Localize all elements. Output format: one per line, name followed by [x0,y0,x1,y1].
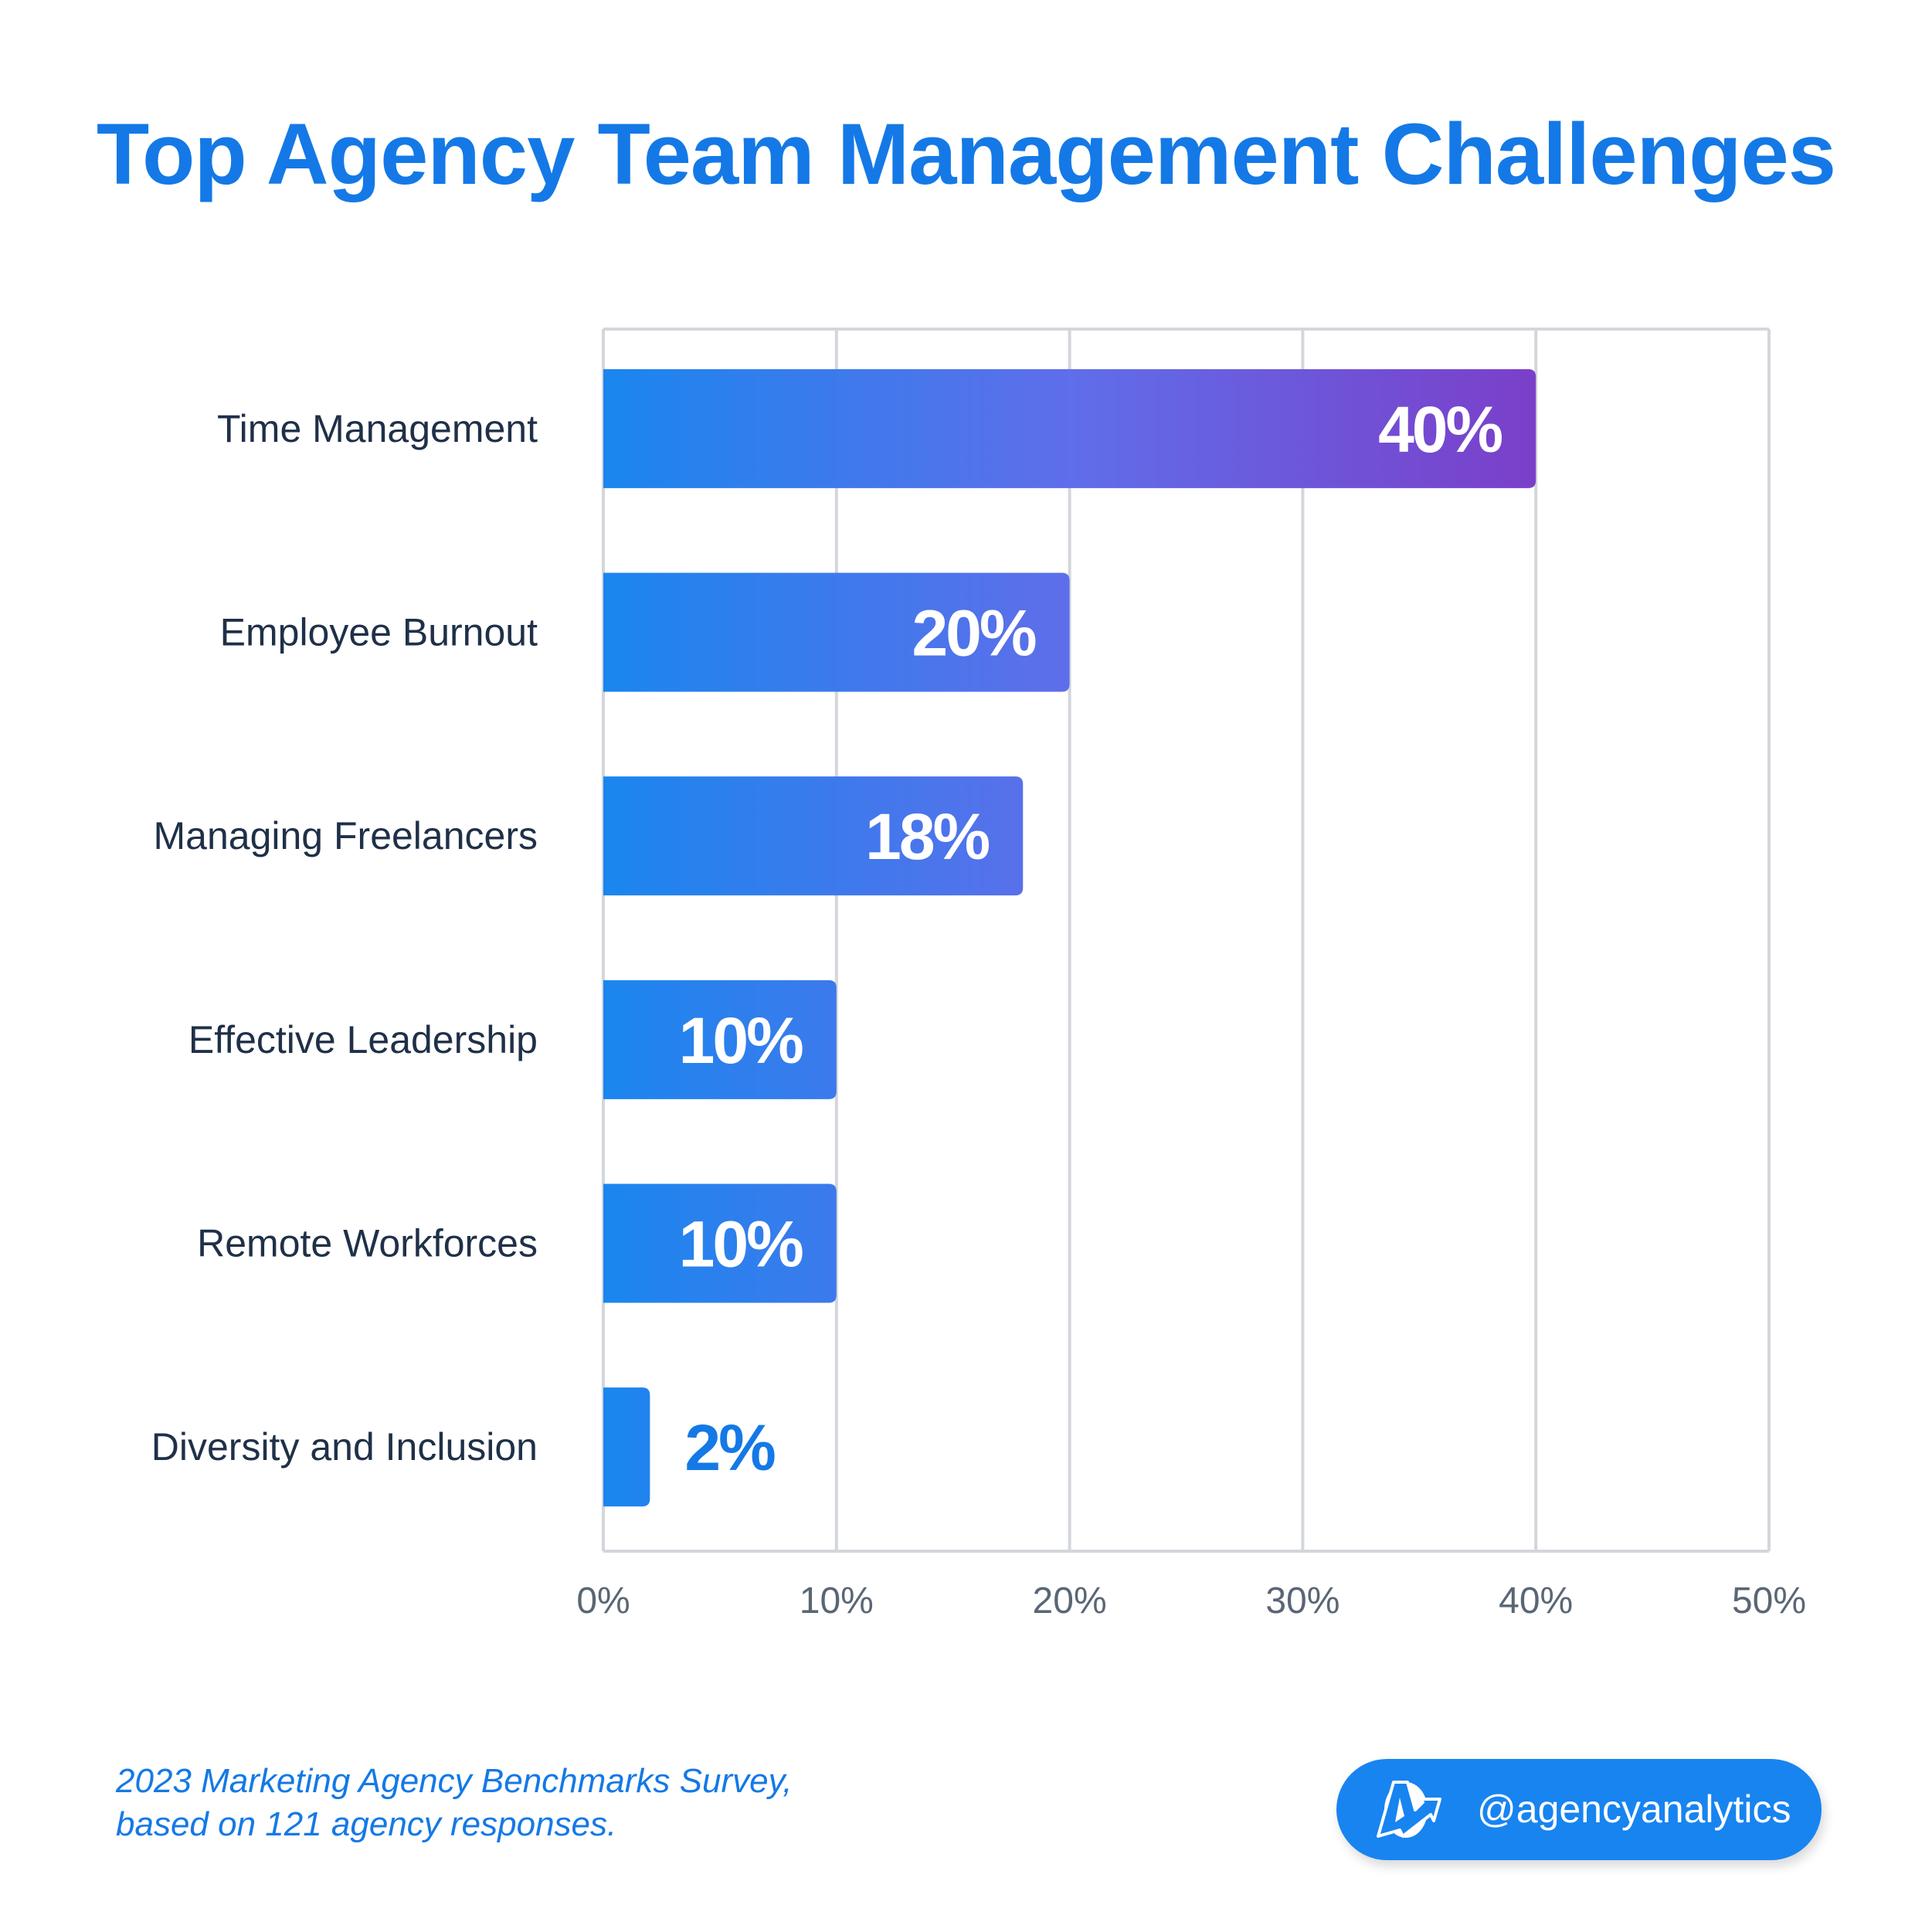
footnote-line-2: based on 121 agency responses. [116,1805,617,1843]
value-label: 40% [1378,393,1502,466]
bar [603,980,837,1099]
x-tick-label: 10% [800,1581,874,1621]
x-tick-label: 40% [1499,1581,1573,1621]
x-tick-label: 30% [1265,1581,1339,1621]
category-label: Remote Workforces [197,1222,538,1265]
footnote-line-1: 2023 Marketing Agency Benchmarks Survey, [116,1762,793,1800]
x-tick-label: 0% [576,1581,630,1621]
bar [603,776,1024,896]
bar [603,572,1070,692]
bar [603,1183,837,1303]
category-label: Time Management [217,407,538,450]
chart-title: Top Agency Team Management Challenges [96,106,1836,202]
x-tick-label: 50% [1732,1581,1806,1621]
social-handle-badge: @agencyanalytics [1336,1759,1822,1860]
value-label: 10% [679,1208,803,1281]
social-handle: @agencyanalytics [1477,1788,1791,1831]
bar [603,1387,650,1507]
footnote: 2023 Marketing Agency Benchmarks Survey,… [116,1760,793,1846]
category-label: Diversity and Inclusion [151,1425,538,1469]
value-label: 18% [865,800,989,873]
bar [603,368,1536,488]
value-label: 10% [679,1004,803,1077]
value-label: 2% [684,1411,775,1484]
category-label: Effective Leadership [188,1018,538,1061]
category-label: Employee Burnout [220,611,538,654]
category-label: Managing Freelancers [154,814,538,857]
x-tick-label: 20% [1033,1581,1107,1621]
agencyanalytics-logo-icon [1377,1781,1441,1838]
value-label: 20% [912,597,1035,670]
